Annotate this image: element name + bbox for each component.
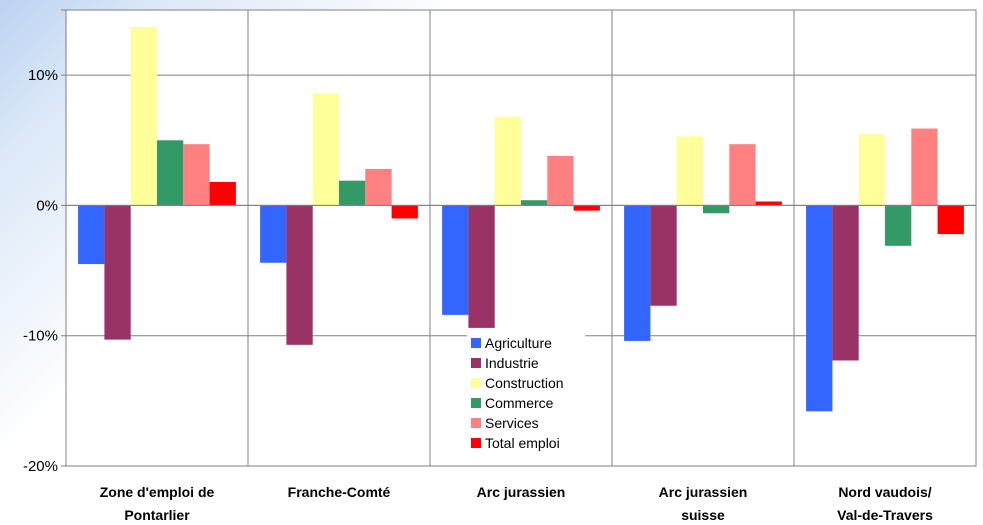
bar-total-emploi [391, 205, 418, 219]
legend-label: Construction [485, 375, 564, 391]
bar-agriculture [806, 205, 833, 412]
bar-total-emploi [209, 181, 236, 206]
x-category-label: Zone d'emploi de [100, 484, 215, 500]
bar-services [911, 128, 938, 206]
bar-total-emploi [937, 205, 964, 235]
y-tick-label: -10% [23, 328, 58, 345]
y-axis: 10% 0% -10% -20% [23, 9, 66, 475]
legend-swatch [471, 398, 481, 408]
y-tick-label: 0% [36, 197, 58, 214]
bar-commerce [339, 180, 366, 206]
y-tick-label: 10% [28, 67, 58, 84]
legend-swatch [471, 338, 481, 348]
x-category-label: suisse [681, 507, 725, 523]
bar-services [365, 168, 392, 206]
bar-commerce [703, 205, 730, 214]
legend-swatch [471, 358, 481, 368]
legend-swatch [471, 418, 481, 428]
bar-total-emploi [573, 205, 600, 211]
legend-background [467, 332, 585, 454]
bar-industrie [832, 205, 859, 361]
bar-industrie [286, 205, 313, 345]
bar-total-emploi [755, 201, 782, 206]
x-category-label: Arc jurassien [477, 484, 566, 500]
bar-agriculture [442, 205, 469, 315]
x-category-label: Franche-Comté [288, 484, 391, 500]
legend-swatch [471, 378, 481, 388]
bar-agriculture [624, 205, 651, 341]
x-category-label: Nord vaudois/ [838, 484, 931, 500]
legend: Agriculture Industrie Construction Commerce… [467, 332, 585, 454]
legend-label: Services [485, 415, 539, 431]
bar-services [547, 155, 574, 206]
y-tick-label: -20% [23, 458, 58, 475]
bar-services [183, 144, 210, 206]
bar-construction [858, 133, 885, 206]
legend-swatch [471, 438, 481, 448]
x-category-label: Pontarlier [124, 507, 190, 523]
legend-label: Commerce [485, 395, 554, 411]
bar-construction [676, 136, 703, 206]
bar-industrie [104, 205, 131, 340]
x-axis: Zone d'emploi de Pontarlier Franche-Comté A… [100, 484, 933, 523]
bar-construction [130, 26, 157, 206]
bar-services [729, 144, 756, 206]
legend-label: Industrie [485, 355, 539, 371]
bar-construction [494, 116, 521, 206]
bar-series [66, 26, 976, 412]
x-category-label: Val-de-Travers [837, 507, 933, 523]
bar-commerce [885, 205, 912, 246]
bar-construction [312, 93, 339, 206]
bar-commerce [521, 200, 548, 206]
legend-label: Agriculture [485, 335, 552, 351]
bar-industrie [650, 205, 677, 306]
legend-label: Total emploi [485, 435, 560, 451]
bar-industrie [468, 205, 495, 328]
bar-agriculture [260, 205, 287, 263]
bar-agriculture [78, 205, 105, 265]
x-category-label: Arc jurassien [659, 484, 748, 500]
bar-commerce [157, 140, 184, 206]
